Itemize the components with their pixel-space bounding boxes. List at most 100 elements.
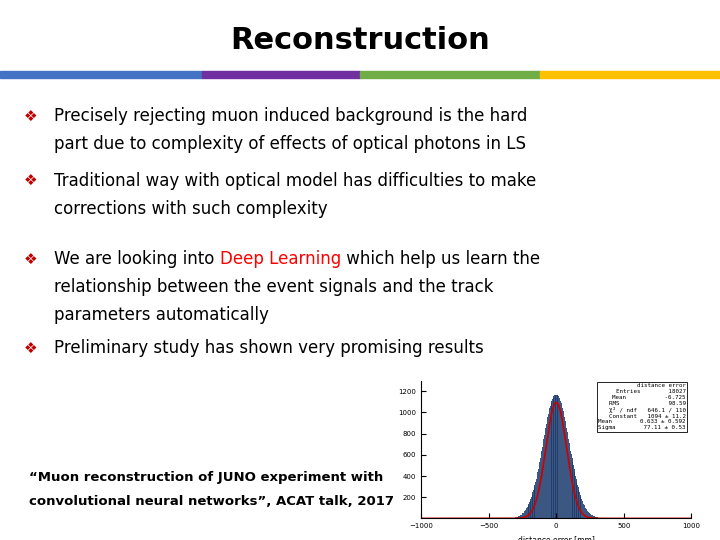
Bar [561,403,562,518]
Bar [586,509,587,518]
Text: Preliminary study has shown very promising results: Preliminary study has shown very promisi… [54,339,484,357]
Bar [539,462,540,518]
Bar [590,515,591,518]
Bar [560,401,561,518]
Bar [565,421,566,518]
Bar [585,508,586,518]
Bar [588,512,589,518]
Bar [543,443,544,518]
Bar [533,490,534,518]
Bar [554,395,555,518]
Bar [564,417,565,518]
Bar [538,469,539,518]
Bar [594,516,595,518]
Text: relationship between the event signals and the track: relationship between the event signals a… [54,278,493,296]
Bar [542,447,543,518]
Bar [589,514,590,518]
Bar [573,465,574,518]
Bar [523,512,524,518]
Text: parameters automatically: parameters automatically [54,306,269,325]
Bar [591,515,592,518]
Bar [549,408,550,518]
Bar [521,514,523,518]
Bar [536,476,537,518]
Bar [595,517,596,518]
Bar [530,501,531,518]
Bar [555,395,556,518]
Bar [514,517,515,518]
X-axis label: distance error [mm]: distance error [mm] [518,535,595,540]
Bar [519,516,520,518]
Text: Deep Learning: Deep Learning [220,250,341,268]
Bar [580,497,581,518]
Bar [528,504,529,518]
Bar [577,487,579,518]
Bar [525,510,526,518]
Text: which help us learn the: which help us learn the [341,250,540,268]
Text: Traditional way with optical model has difficulties to make: Traditional way with optical model has d… [54,172,536,190]
Text: ❖: ❖ [24,341,37,356]
Bar [537,472,538,518]
Bar [575,476,576,518]
Bar [520,516,521,518]
Bar [567,435,569,518]
Bar [563,411,564,518]
Bar [581,499,582,518]
Bar [590,514,591,518]
Bar [0,71,202,78]
Bar [540,458,541,518]
Bar [544,431,546,518]
Bar [556,395,557,518]
Bar [596,517,597,518]
Bar [517,517,518,518]
Bar [551,403,552,518]
Text: Reconstruction: Reconstruction [230,26,490,55]
Bar [574,469,575,518]
Bar [578,490,580,518]
Bar [532,495,533,518]
Bar [557,395,558,518]
Bar [534,484,535,518]
Bar [546,421,547,518]
Bar [360,71,540,78]
Bar [540,71,720,78]
Bar [521,515,522,518]
Bar [583,504,584,518]
Bar [534,487,535,518]
Bar [579,492,580,518]
Bar [552,399,553,518]
Bar [515,517,516,518]
Bar [529,502,530,518]
Bar [592,516,593,518]
Bar [593,516,594,518]
Bar [527,507,528,518]
Bar [566,424,567,518]
Bar [569,443,570,518]
Text: ❖: ❖ [24,109,37,124]
Bar [562,408,563,518]
Bar [577,484,578,518]
Bar [541,451,542,518]
Bar [555,395,557,518]
Bar [545,428,546,518]
Bar [559,399,560,518]
Bar [553,397,554,518]
Bar [571,455,572,518]
Bar [587,510,588,518]
Text: Precisely rejecting muon induced background is the hard: Precisely rejecting muon induced backgro… [54,107,527,125]
Bar [202,71,360,78]
Bar [522,514,523,518]
Text: distance error
Entries        18027
Mean           -6.725
RMS              98.59: distance error Entries 18027 Mean -6.725… [598,383,685,430]
Bar [589,512,590,518]
Bar [518,516,519,518]
Bar [544,435,545,518]
Bar [547,417,548,518]
Text: We are looking into: We are looking into [54,250,220,268]
Text: ❖: ❖ [24,173,37,188]
Bar [572,462,573,518]
Text: ❖: ❖ [24,252,37,267]
Bar [570,451,571,518]
Bar [568,439,569,518]
Bar [535,482,536,518]
Bar [548,414,549,518]
